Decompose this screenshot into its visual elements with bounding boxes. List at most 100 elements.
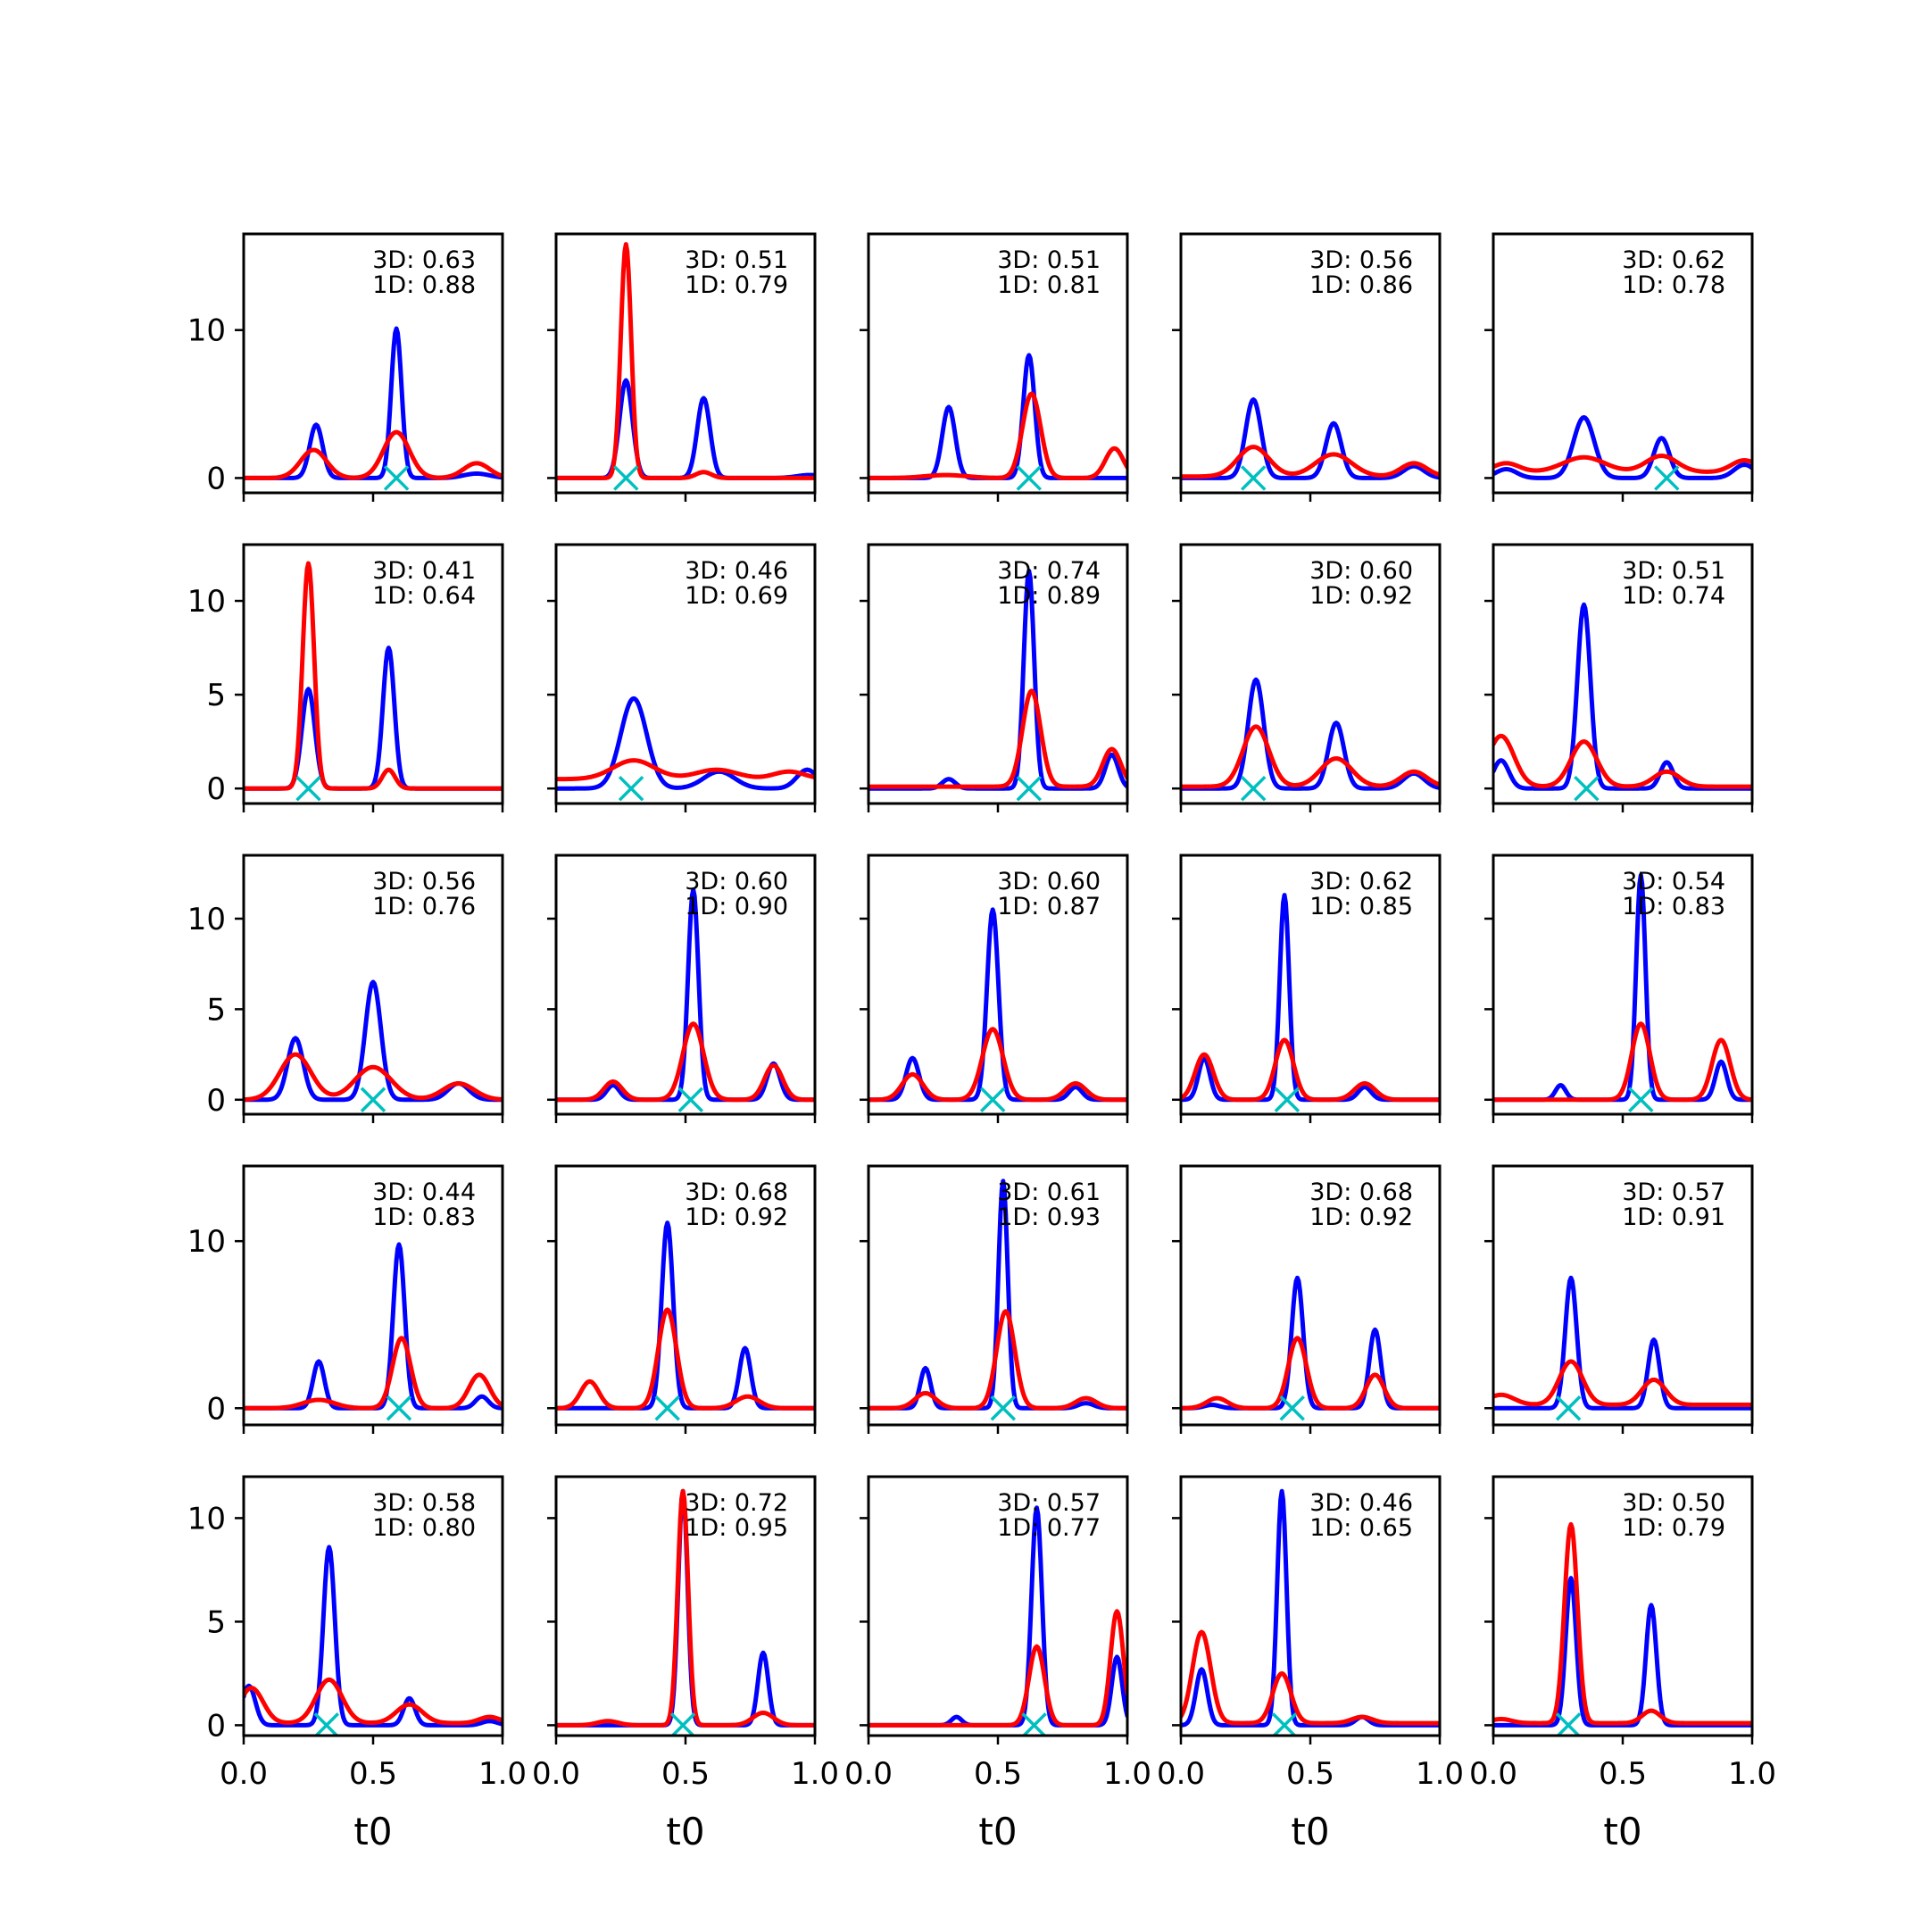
blue-series-line <box>1493 1576 1752 1728</box>
annotation-1d: 1D: 0.92 <box>685 1203 788 1231</box>
blue-series-line <box>556 378 815 480</box>
cyan-x-marker <box>1240 775 1267 802</box>
cyan-x-marker <box>979 1087 1006 1113</box>
marker-stroke <box>1240 465 1267 491</box>
y-tick-label: 5 <box>206 992 226 1028</box>
annotation-1d: 1D: 0.78 <box>1622 271 1725 299</box>
blue-series-line <box>1181 893 1440 1103</box>
marker-stroke <box>360 1087 386 1113</box>
blue-series-line <box>868 907 1127 1103</box>
blue-series-line <box>1181 677 1440 791</box>
annotation-1d: 1D: 0.88 <box>372 271 476 299</box>
blue-series-line <box>1493 414 1752 480</box>
cyan-x-marker <box>360 1087 386 1113</box>
annotation-3d: 3D: 0.72 <box>685 1489 788 1517</box>
annotation-3d: 3D: 0.74 <box>997 557 1101 585</box>
x-axis-label: t0 <box>1603 1810 1641 1853</box>
blue-series-line <box>556 695 815 791</box>
red-series-line <box>556 758 815 782</box>
plot-area <box>244 1545 503 1736</box>
blue-series-line <box>244 1242 503 1411</box>
annotation-1d: 1D: 0.87 <box>997 893 1101 920</box>
marker-stroke <box>1271 1712 1298 1736</box>
marker-stroke <box>670 1712 696 1736</box>
cyan-x-marker <box>383 465 410 491</box>
plot-area <box>244 561 503 802</box>
annotation-3d: 3D: 0.62 <box>1622 246 1725 274</box>
x-axis-label: t0 <box>978 1810 1017 1853</box>
y-tick-label: 0 <box>206 461 226 496</box>
annotation-3d: 3D: 0.58 <box>372 1489 476 1517</box>
x-axis-label: t0 <box>353 1810 392 1853</box>
red-series-line <box>1181 724 1440 789</box>
cyan-x-marker <box>1271 1712 1298 1736</box>
annotation-3d: 3D: 0.68 <box>685 1178 788 1206</box>
marker-stroke <box>383 465 410 491</box>
red-series-line <box>244 1336 503 1411</box>
cyan-x-marker <box>1240 465 1267 491</box>
red-series-line <box>1493 454 1752 474</box>
cyan-x-marker <box>1574 775 1600 802</box>
annotation-3d: 3D: 0.46 <box>685 557 788 585</box>
cyan-x-marker <box>677 1087 704 1113</box>
red-series-line <box>1181 1336 1440 1411</box>
annotation-1d: 1D: 0.80 <box>372 1514 476 1542</box>
plot-area <box>244 1242 503 1421</box>
marker-stroke <box>1016 465 1043 491</box>
plot-area <box>556 695 815 802</box>
x-tick-label: 0.0 <box>844 1756 893 1792</box>
annotation-3d: 3D: 0.50 <box>1622 1489 1725 1517</box>
annotation-1d: 1D: 0.90 <box>685 893 788 920</box>
marker-stroke <box>1274 1087 1301 1113</box>
plot-area <box>1493 872 1752 1113</box>
x-tick-label: 1.0 <box>1416 1756 1464 1792</box>
blue-series-line <box>868 353 1127 480</box>
x-tick-label: 1.0 <box>478 1756 527 1792</box>
annotation-3d: 3D: 0.56 <box>1309 246 1413 274</box>
red-series-line <box>556 1307 815 1411</box>
annotation-1d: 1D: 0.74 <box>1622 582 1725 610</box>
cyan-x-marker <box>1555 1395 1582 1421</box>
annotation-1d: 1D: 0.85 <box>1309 893 1413 920</box>
annotation-3d: 3D: 0.56 <box>372 868 476 895</box>
annotation-3d: 3D: 0.63 <box>372 246 476 274</box>
annotation-1d: 1D: 0.77 <box>997 1514 1101 1542</box>
annotation-1d: 1D: 0.91 <box>1622 1203 1725 1231</box>
y-tick-label: 5 <box>206 678 226 713</box>
plot-area <box>868 568 1127 802</box>
annotation-1d: 1D: 0.81 <box>997 271 1101 299</box>
y-tick-label: 0 <box>206 1083 226 1119</box>
plot-area <box>556 242 815 491</box>
plot-area <box>868 1505 1127 1736</box>
marker-stroke <box>295 775 321 802</box>
marker-stroke <box>618 775 644 802</box>
marker-stroke <box>1021 1712 1047 1736</box>
marker-stroke <box>613 465 639 491</box>
x-tick-label: 1.0 <box>1728 1756 1776 1792</box>
plot-area <box>868 1178 1127 1421</box>
x-tick-label: 0.0 <box>1469 1756 1517 1792</box>
marker-stroke <box>386 1395 412 1421</box>
red-series-line <box>1493 1359 1752 1408</box>
red-series-line <box>868 391 1127 480</box>
x-tick-label: 0.0 <box>220 1756 268 1792</box>
marker-stroke <box>979 1087 1006 1113</box>
x-tick-label: 1.0 <box>1103 1756 1151 1792</box>
plot-area <box>1181 677 1440 802</box>
annotation-3d: 3D: 0.44 <box>372 1178 476 1206</box>
marker-stroke <box>1574 775 1600 802</box>
cyan-x-marker <box>1654 465 1680 491</box>
blue-series-line <box>1181 397 1440 480</box>
x-tick-label: 1.0 <box>791 1756 839 1792</box>
plot-area <box>1181 1275 1440 1421</box>
